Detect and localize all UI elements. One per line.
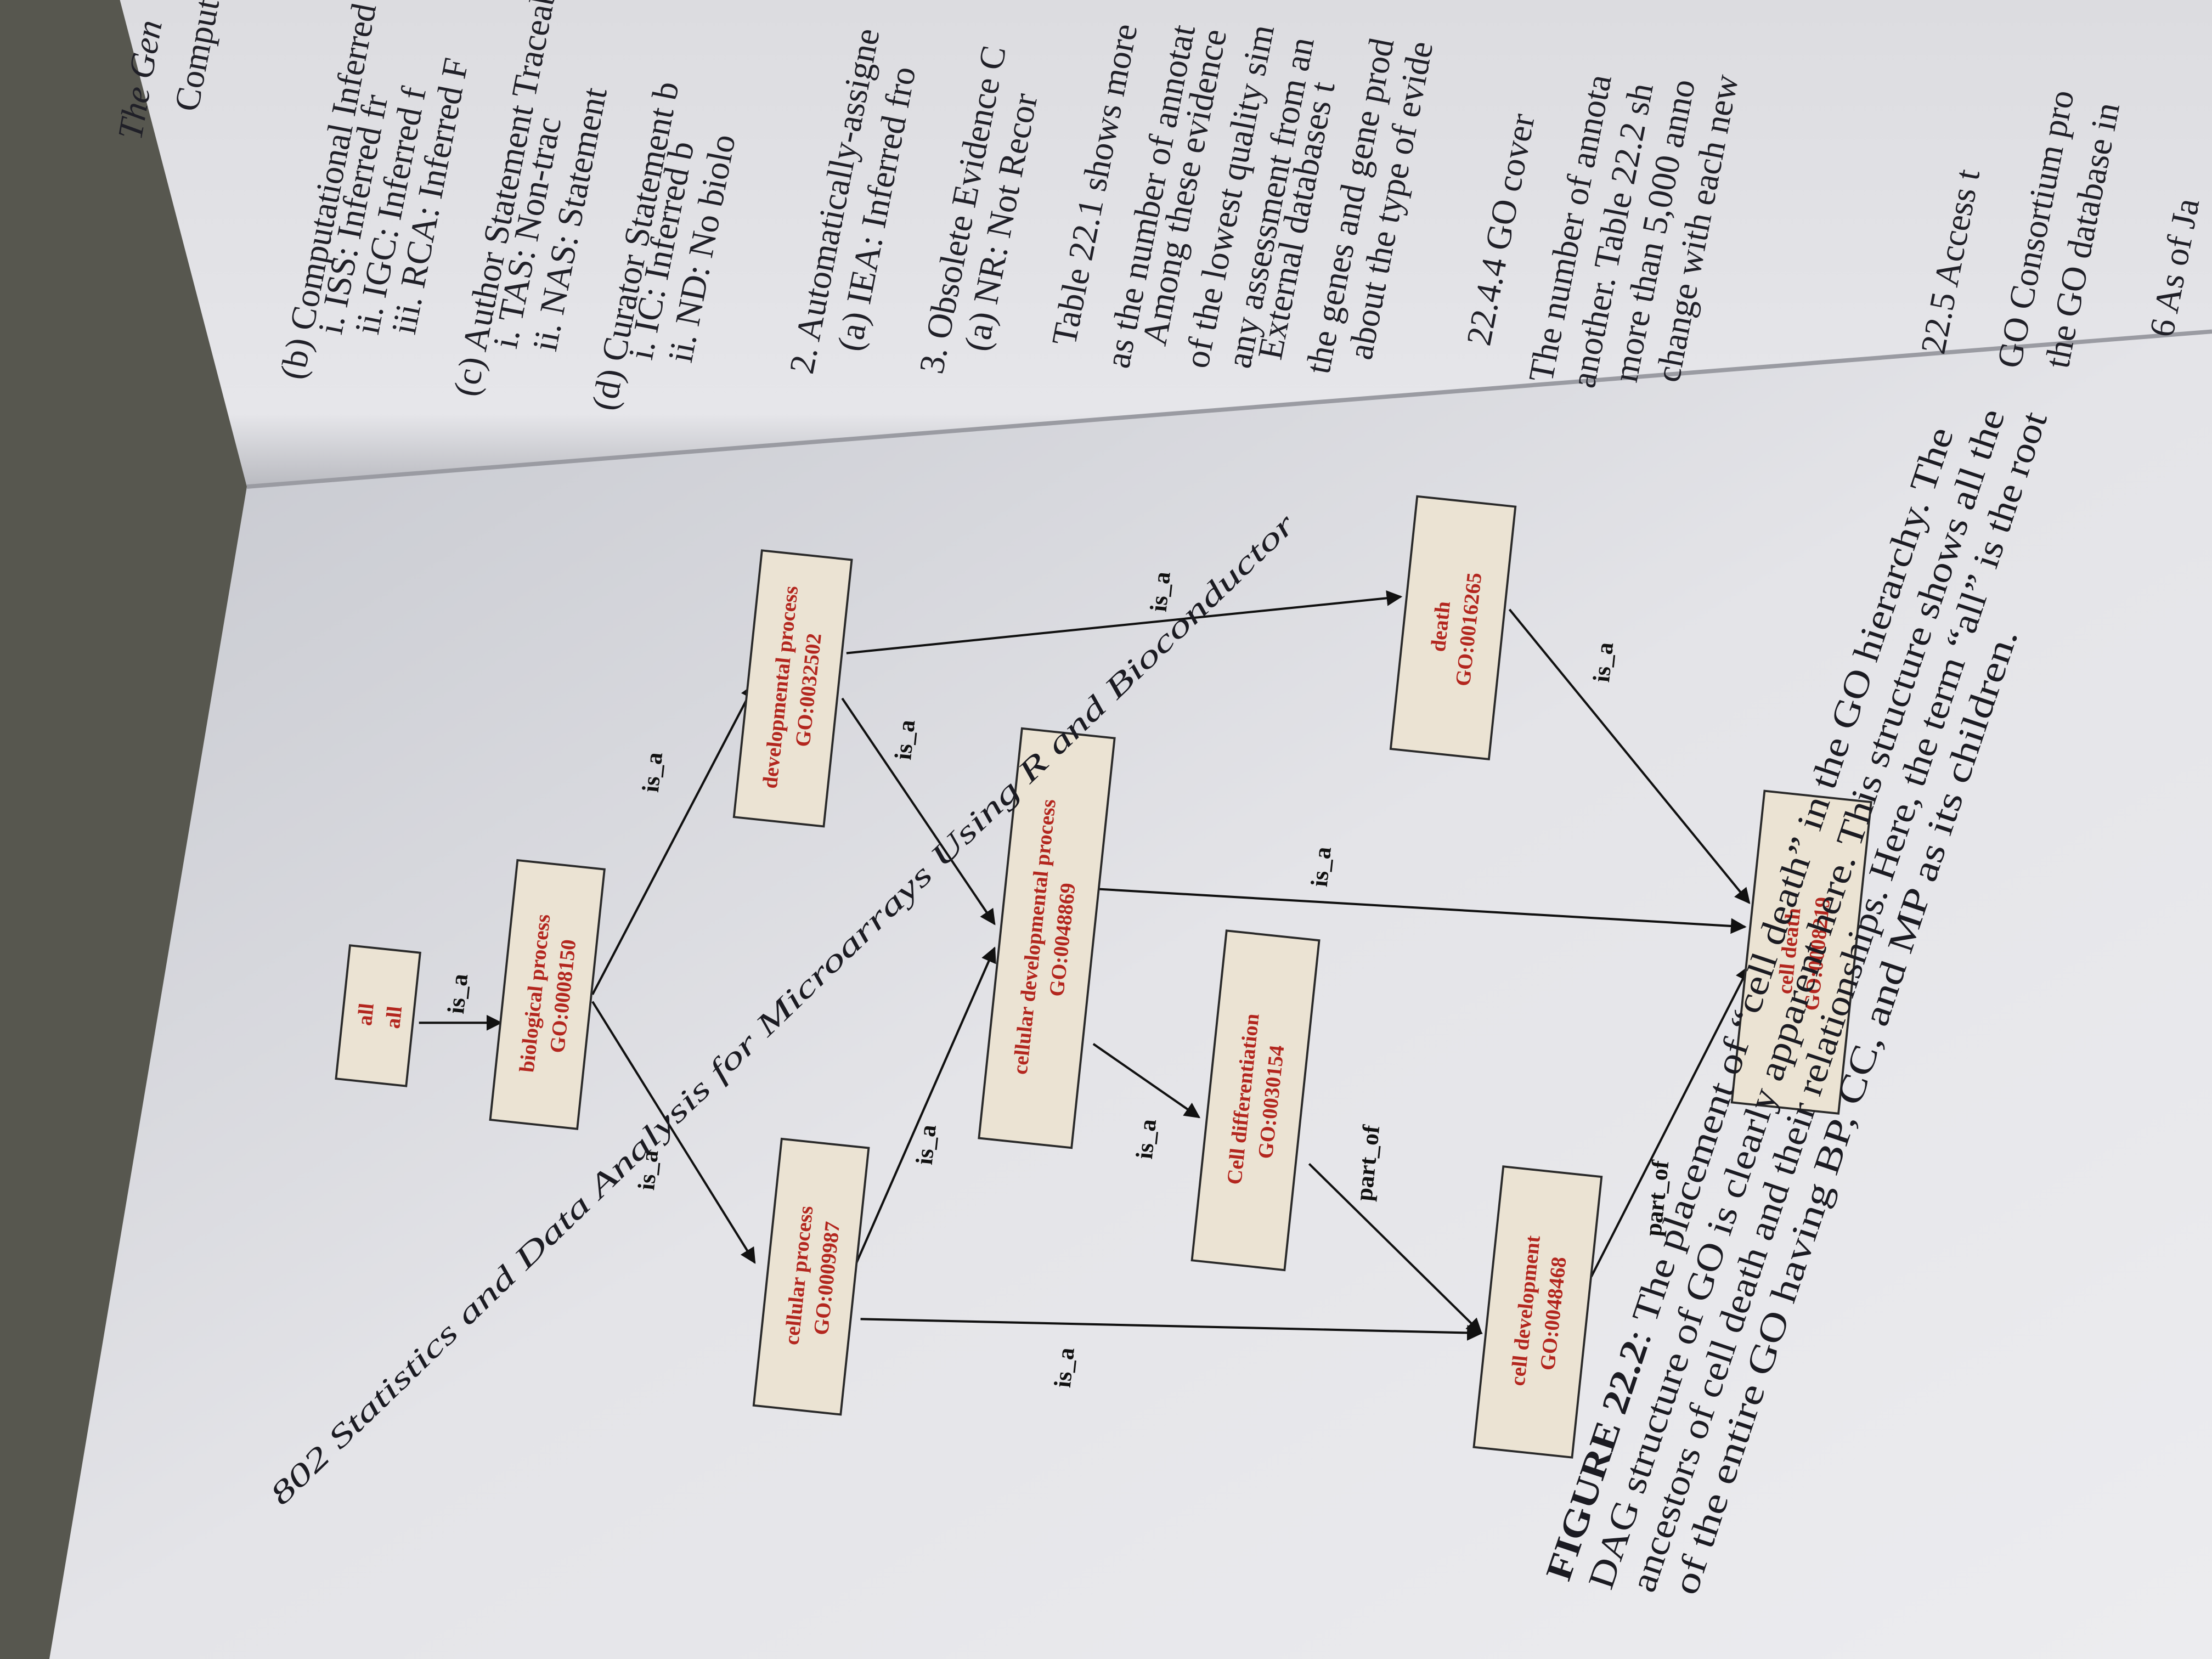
left-page	[49, 331, 2212, 1659]
node-id: all	[381, 1005, 407, 1030]
edge-label: is_a	[1306, 845, 1336, 888]
node-box	[978, 727, 1116, 1149]
edge-label: is_a	[1049, 1346, 1080, 1389]
node-box	[335, 944, 421, 1087]
node-box	[1190, 929, 1321, 1272]
edge-label: is_a	[443, 973, 473, 1015]
edge-label: is_a	[1146, 571, 1176, 613]
node-box	[1472, 1165, 1603, 1459]
node-box	[732, 549, 853, 828]
node: all all	[335, 944, 421, 1087]
edge	[1092, 1043, 1201, 1119]
edge	[846, 590, 1403, 654]
edge	[852, 946, 996, 1271]
node-box	[1389, 495, 1517, 760]
gutter	[246, 329, 2212, 489]
edge	[841, 697, 996, 926]
edge	[1508, 608, 1751, 904]
edge	[1308, 1163, 1483, 1335]
edge	[591, 1001, 756, 1264]
diagram: is_ais_ais_ais_ais_ais_ais_ais_ais_apart…	[335, 495, 1872, 1459]
edge	[860, 1318, 1483, 1341]
right-page	[120, 0, 2212, 487]
edge	[1590, 964, 1751, 1278]
edge	[591, 682, 756, 995]
node-name: all	[353, 1002, 379, 1026]
edge-label: is_a	[633, 1149, 663, 1192]
edge-label: is_a	[637, 751, 668, 794]
edge-label: is_a	[1131, 1118, 1161, 1160]
edge	[1093, 887, 1747, 934]
node-name: death	[1427, 600, 1455, 653]
edge-label: is_a	[911, 1124, 941, 1166]
node-box	[489, 859, 606, 1130]
node-box	[1730, 789, 1872, 1115]
edge-label: is_a	[890, 719, 920, 761]
edge-label: is_a	[1588, 641, 1618, 684]
node-box	[752, 1137, 870, 1416]
background	[0, 0, 247, 1659]
